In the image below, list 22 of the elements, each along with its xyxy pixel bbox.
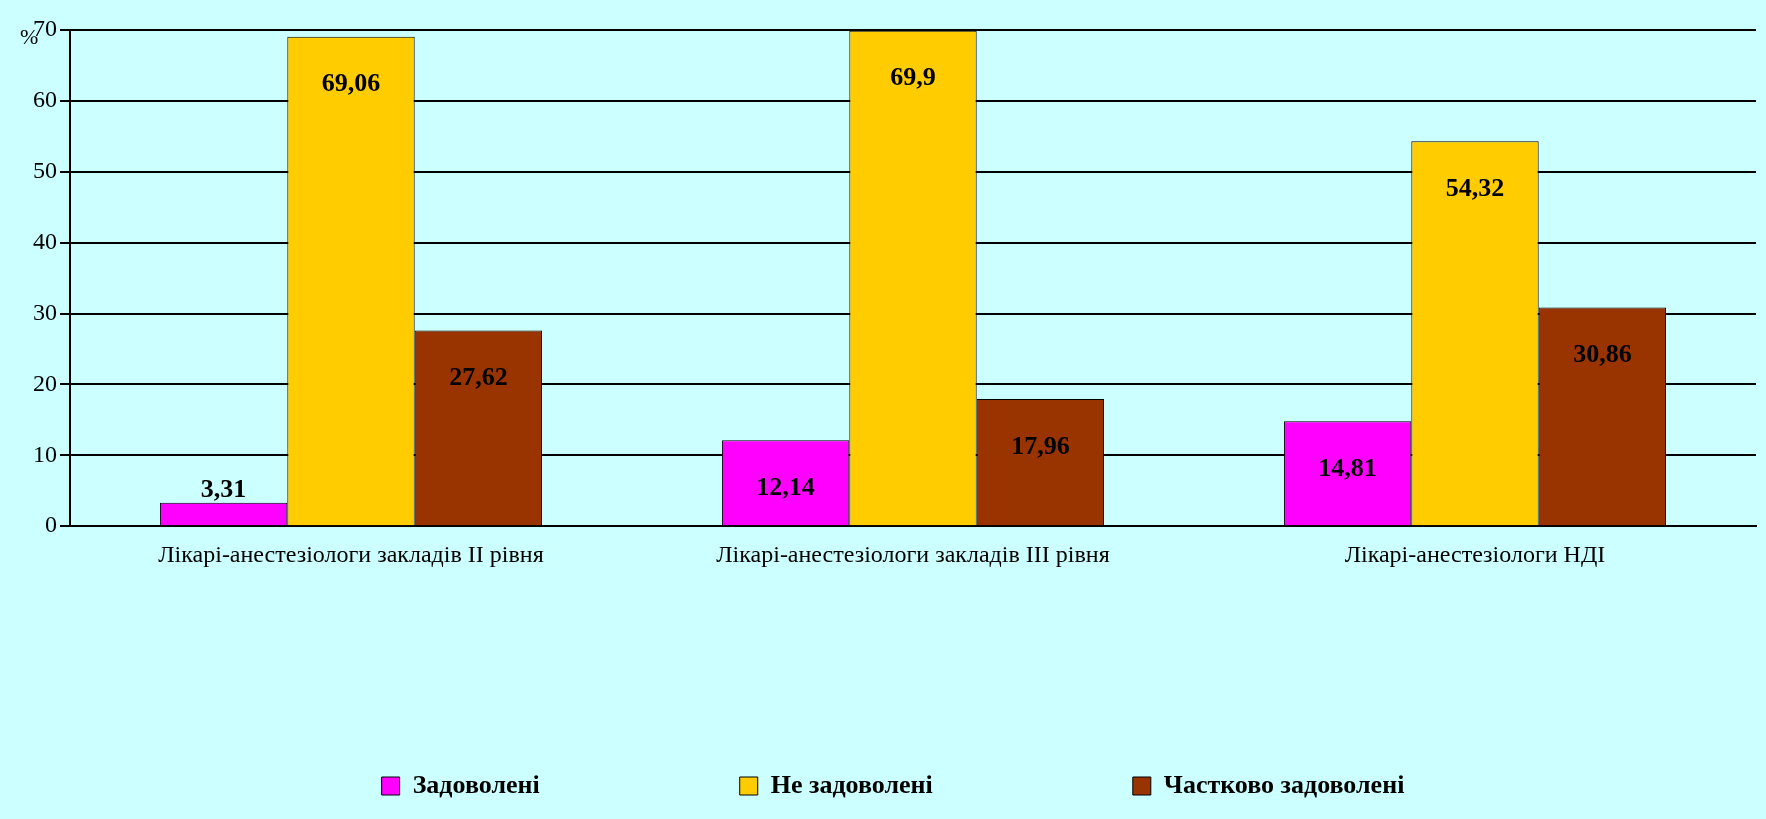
data-label: 14,81 (1318, 452, 1377, 482)
data-label: 54,32 (1445, 172, 1505, 202)
legend-label: Частково задоволені (1163, 769, 1405, 799)
data-label: 69,9 (890, 62, 936, 92)
x-tick-label: Лікарі-анестезіологи закладів ІІ рівня (158, 540, 544, 567)
data-label: 69,06 (321, 68, 381, 98)
data-label: 30,86 (1573, 339, 1632, 369)
data-label: 17,96 (1011, 430, 1070, 460)
legend-label: Не задоволені (770, 769, 933, 799)
x-tick-label: Лікарі-анестезіологи НДІ (1344, 540, 1606, 567)
y-tick-label: 10 (33, 440, 57, 467)
x-tick-label: Лікарі-анестезіологи закладів ІІІ рівня (716, 540, 1110, 567)
y-tick-label: 40 (33, 227, 57, 254)
y-tick-label: 0 (45, 511, 57, 538)
legend-label: Задоволені (412, 769, 540, 799)
data-label: 12,14 (756, 471, 815, 501)
data-label: 27,62 (449, 362, 508, 392)
y-tick-label: 20 (33, 369, 57, 396)
y-tick-label: 50 (33, 157, 57, 184)
y-tick-label: 30 (33, 298, 57, 325)
y-tick-label: 60 (33, 86, 57, 113)
data-label: 3,31 (200, 474, 247, 504)
